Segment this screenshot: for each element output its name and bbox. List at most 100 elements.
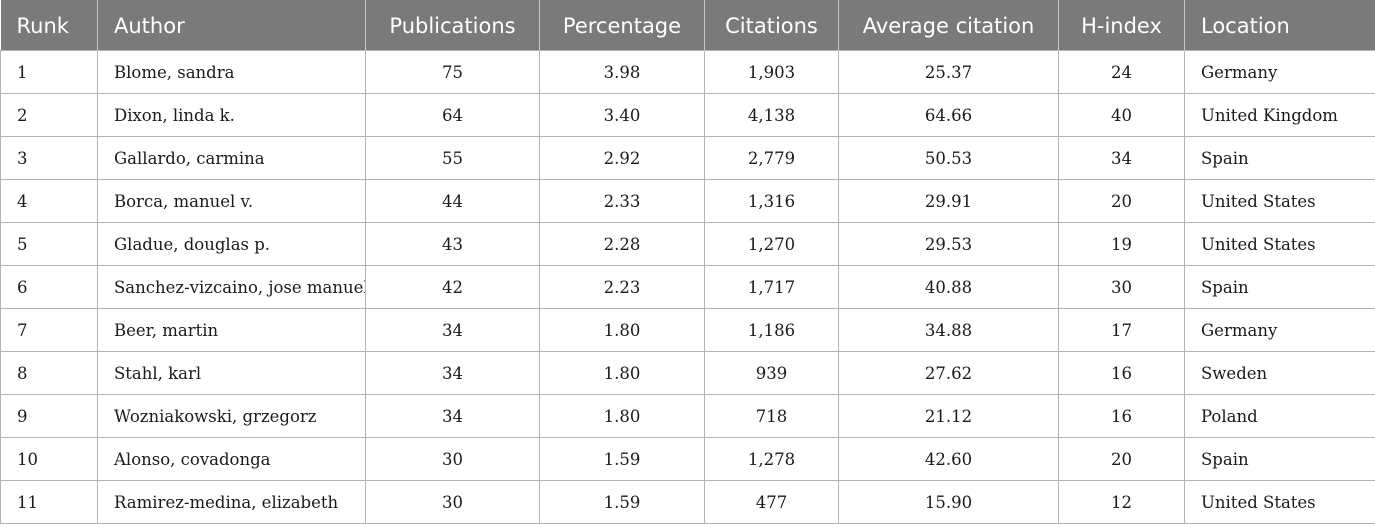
table-row: 3 Gallardo, carmina 55 2.92 2,779 50.53 34 Spai… <box>0 136 1375 180</box>
location-cell: Germany <box>1184 50 1375 94</box>
citations-cell: 4,138 <box>704 93 839 137</box>
percentage-cell: 1.80 <box>539 351 705 395</box>
author-cell: Wozniakowski, grzegorz <box>97 394 366 438</box>
publications-cell: 55 <box>365 136 540 180</box>
percentage-cell: 2.33 <box>539 179 705 223</box>
percentage-cell: 3.98 <box>539 50 705 94</box>
column-header-h-index: H-index <box>1058 0 1185 51</box>
author-cell: Blome, sandra <box>97 50 366 94</box>
h-index-cell: 12 <box>1058 480 1185 524</box>
citations-cell: 718 <box>704 394 839 438</box>
table-row: 2 Dixon, linda k. 64 3.40 4,138 64.66 40 United… <box>0 93 1375 137</box>
h-index-cell: 30 <box>1058 265 1185 309</box>
table-row: 11 Ramirez-medina, elizabeth 30 1.59 477 15.9… <box>0 480 1375 524</box>
rank-cell: 9 <box>0 394 98 438</box>
author-cell: Sanchez-vizcaino, jose manuel <box>97 265 366 309</box>
publications-cell: 30 <box>365 437 540 481</box>
average-citation-cell: 27.62 <box>838 351 1059 395</box>
h-index-cell: 19 <box>1058 222 1185 266</box>
table-row: 6 Sanchez-vizcaino, jose manuel 42 2.23 1,71… <box>0 265 1375 309</box>
percentage-cell: 3.40 <box>539 93 705 137</box>
percentage-cell: 2.23 <box>539 265 705 309</box>
citations-cell: 1,186 <box>704 308 839 352</box>
location-cell: Germany <box>1184 308 1375 352</box>
location-cell: Spain <box>1184 265 1375 309</box>
location-cell: United States <box>1184 222 1375 266</box>
percentage-cell: 1.80 <box>539 308 705 352</box>
publications-cell: 44 <box>365 179 540 223</box>
table-header-row: Runk Author Publications Percentage Cita… <box>0 0 1375 51</box>
citations-cell: 1,270 <box>704 222 839 266</box>
publications-cell: 64 <box>365 93 540 137</box>
rank-cell: 1 <box>0 50 98 94</box>
author-cell: Gallardo, carmina <box>97 136 366 180</box>
rank-cell: 7 <box>0 308 98 352</box>
author-cell: Beer, martin <box>97 308 366 352</box>
rank-cell: 5 <box>0 222 98 266</box>
table-body: 1 Blome, sandra 75 3.98 1,903 25.37 24 Germany 2… <box>0 50 1375 524</box>
citations-cell: 1,717 <box>704 265 839 309</box>
publications-cell: 42 <box>365 265 540 309</box>
h-index-cell: 24 <box>1058 50 1185 94</box>
percentage-cell: 2.28 <box>539 222 705 266</box>
h-index-cell: 20 <box>1058 437 1185 481</box>
average-citation-cell: 29.53 <box>838 222 1059 266</box>
column-header-location: Location <box>1184 0 1375 51</box>
location-cell: Poland <box>1184 394 1375 438</box>
column-header-percentage: Percentage <box>539 0 705 51</box>
table-row: 9 Wozniakowski, grzegorz 34 1.80 718 21.12 16 P… <box>0 394 1375 438</box>
location-cell: United Kingdom <box>1184 93 1375 137</box>
rank-cell: 2 <box>0 93 98 137</box>
percentage-cell: 1.59 <box>539 437 705 481</box>
average-citation-cell: 15.90 <box>838 480 1059 524</box>
author-cell: Borca, manuel v. <box>97 179 366 223</box>
rank-cell: 8 <box>0 351 98 395</box>
average-citation-cell: 40.88 <box>838 265 1059 309</box>
citations-cell: 1,316 <box>704 179 839 223</box>
author-cell: Stahl, karl <box>97 351 366 395</box>
h-index-cell: 34 <box>1058 136 1185 180</box>
column-header-publications: Publications <box>365 0 540 51</box>
author-cell: Gladue, douglas p. <box>97 222 366 266</box>
h-index-cell: 17 <box>1058 308 1185 352</box>
publications-cell: 75 <box>365 50 540 94</box>
citations-cell: 1,903 <box>704 50 839 94</box>
column-header-author: Author <box>97 0 366 51</box>
author-cell: Ramirez-medina, elizabeth <box>97 480 366 524</box>
publications-cell: 43 <box>365 222 540 266</box>
average-citation-cell: 21.12 <box>838 394 1059 438</box>
location-cell: Sweden <box>1184 351 1375 395</box>
location-cell: United States <box>1184 179 1375 223</box>
h-index-cell: 16 <box>1058 351 1185 395</box>
percentage-cell: 1.80 <box>539 394 705 438</box>
location-cell: Spain <box>1184 136 1375 180</box>
percentage-cell: 2.92 <box>539 136 705 180</box>
column-header-citations: Citations <box>704 0 839 51</box>
table-row: 1 Blome, sandra 75 3.98 1,903 25.37 24 Germany <box>0 50 1375 94</box>
average-citation-cell: 25.37 <box>838 50 1059 94</box>
rank-cell: 11 <box>0 480 98 524</box>
average-citation-cell: 34.88 <box>838 308 1059 352</box>
rank-cell: 6 <box>0 265 98 309</box>
table-row: 4 Borca, manuel v. 44 2.33 1,316 29.91 20 Unite… <box>0 179 1375 223</box>
publications-cell: 34 <box>365 308 540 352</box>
citations-cell: 939 <box>704 351 839 395</box>
publications-cell: 34 <box>365 394 540 438</box>
average-citation-cell: 64.66 <box>838 93 1059 137</box>
location-cell: United States <box>1184 480 1375 524</box>
table-row: 5 Gladue, douglas p. 43 2.28 1,270 29.53 19 Uni… <box>0 222 1375 266</box>
average-citation-cell: 29.91 <box>838 179 1059 223</box>
publications-cell: 34 <box>365 351 540 395</box>
rank-cell: 4 <box>0 179 98 223</box>
column-header-average-citation: Average citation <box>838 0 1059 51</box>
author-cell: Dixon, linda k. <box>97 93 366 137</box>
rank-cell: 10 <box>0 437 98 481</box>
h-index-cell: 40 <box>1058 93 1185 137</box>
table-row: 7 Beer, martin 34 1.80 1,186 34.88 17 Germany <box>0 308 1375 352</box>
average-citation-cell: 50.53 <box>838 136 1059 180</box>
average-citation-cell: 42.60 <box>838 437 1059 481</box>
citations-cell: 1,278 <box>704 437 839 481</box>
column-header-runk: Runk <box>0 0 98 51</box>
location-cell: Spain <box>1184 437 1375 481</box>
